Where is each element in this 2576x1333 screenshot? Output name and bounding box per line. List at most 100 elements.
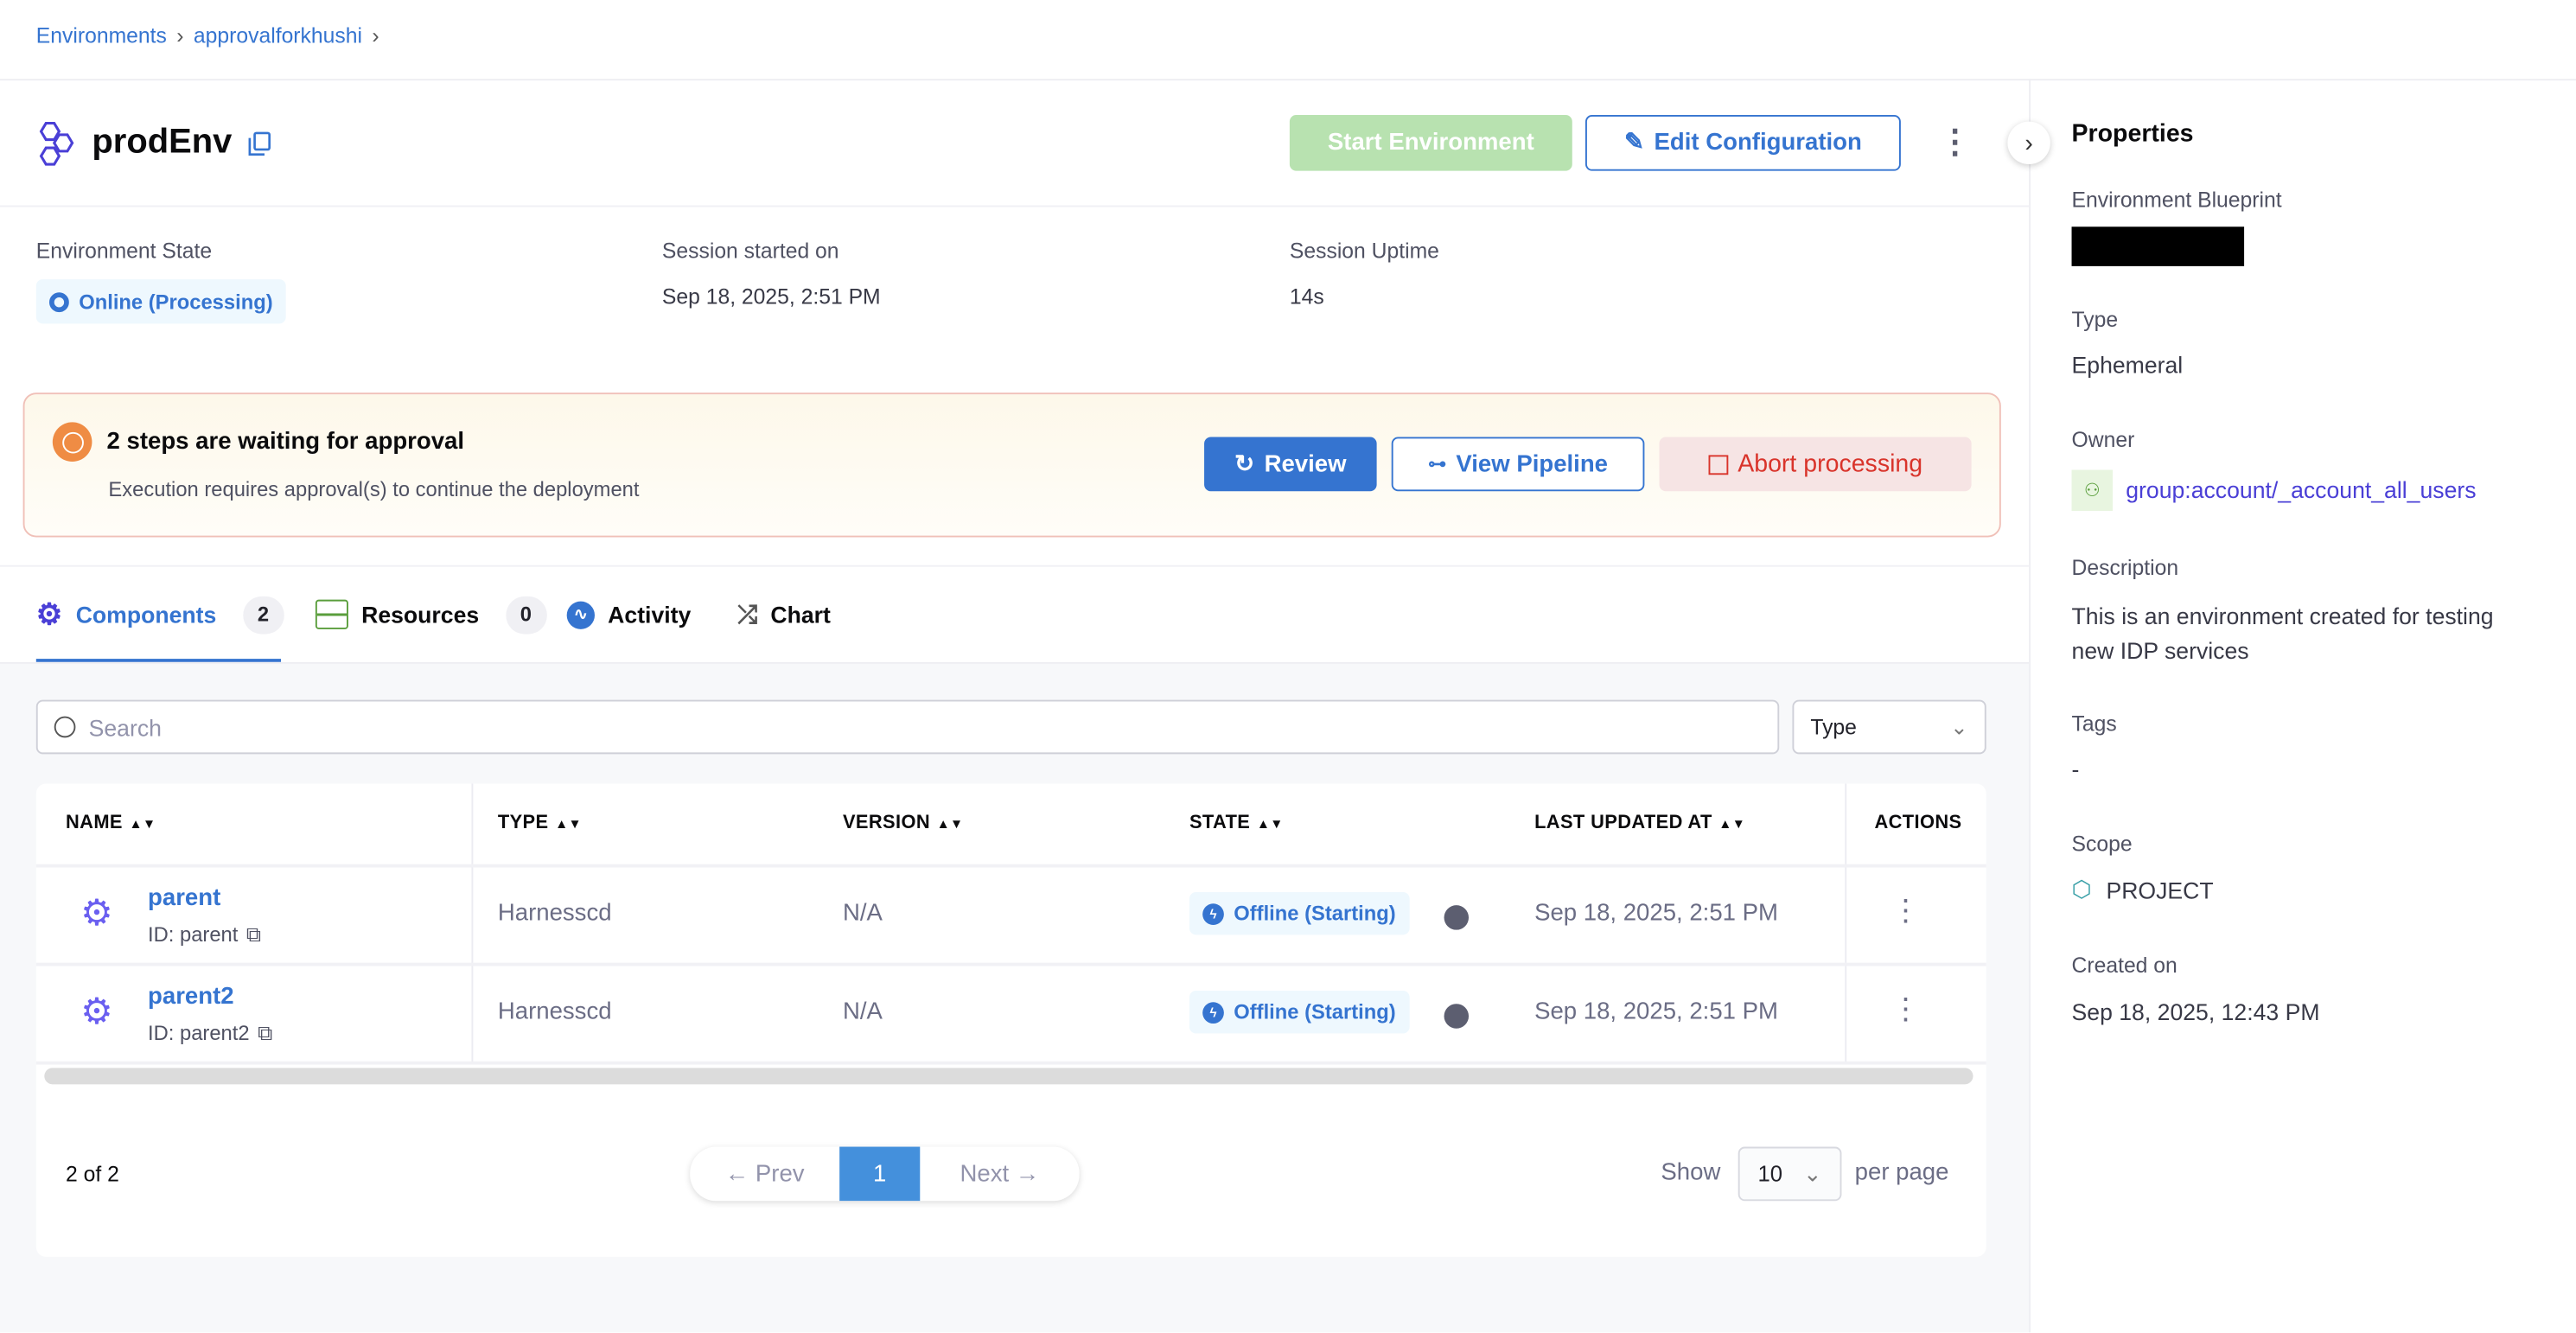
column-header-last-updated[interactable]: LAST UPDATED AT ▲▼ (1534, 813, 1746, 833)
row-actions-icon[interactable]: ⋮ (1891, 992, 1921, 1025)
component-state-badge: ϟ Offline (Starting) (1189, 891, 1409, 935)
description-value: This is an environment created for testi… (2071, 603, 2494, 664)
row-divider (35, 1061, 1986, 1065)
owner-label: Owner (2071, 427, 2135, 452)
type-filter-select[interactable]: Type ⌄ (1792, 699, 1986, 755)
gear-icon: ⚙ (35, 596, 63, 630)
component-last-updated: Sep 18, 2025, 2:51 PM (1534, 900, 1778, 927)
component-gear-icon: ⚙ (80, 891, 113, 934)
approval-banner-subtitle: Execution requires approval(s) to contin… (108, 478, 640, 501)
tab-components-label: Components (75, 601, 217, 628)
row-divider (35, 962, 1986, 966)
state-info-icon[interactable] (1444, 1004, 1470, 1029)
chevron-down-icon: ⌄ (1803, 1160, 1822, 1186)
cube-icon: ⬡ (2071, 875, 2092, 902)
copy-icon[interactable]: ⧉ (258, 1022, 273, 1045)
activity-icon: ∿ (566, 600, 595, 628)
per-page-label: per page (1854, 1159, 1949, 1187)
header-divider (0, 79, 2576, 81)
session-uptime-label: Session Uptime (1289, 238, 1439, 264)
blueprint-label: Environment Blueprint (2071, 187, 2282, 213)
column-header-type[interactable]: TYPE ▲▼ (497, 813, 582, 833)
review-button[interactable]: ↻ Review (1204, 437, 1377, 492)
component-type: Harnesscd (497, 900, 612, 927)
environment-state-label: Environment State (35, 238, 213, 264)
sort-icon: ▲▼ (936, 816, 964, 832)
session-started-value: Sep 18, 2025, 2:51 PM (661, 284, 881, 309)
environment-hexagon-icon (39, 122, 74, 166)
owner-link[interactable]: group:account/_account_all_users (2126, 476, 2477, 503)
pagination: ← Prev 1 Next → (690, 1146, 1080, 1202)
component-gear-icon: ⚙ (80, 991, 113, 1032)
state-info-icon[interactable] (1444, 905, 1470, 930)
chevron-right-icon: › (372, 22, 379, 48)
abort-processing-button[interactable]: Abort processing (1659, 437, 1972, 492)
arrow-right-icon: → (1015, 1160, 1040, 1188)
column-header-actions: ACTIONS (1874, 813, 1962, 833)
component-name-link[interactable]: parent2 (148, 984, 234, 1011)
clock-icon (52, 422, 92, 462)
view-pipeline-label: View Pipeline (1456, 450, 1609, 478)
edit-configuration-button[interactable]: ✎ Edit Configuration (1584, 115, 1901, 171)
sort-icon: ▲▼ (555, 816, 582, 832)
column-divider (471, 783, 474, 1063)
horizontal-scrollbar[interactable] (44, 1068, 1973, 1085)
search-placeholder: Search (88, 713, 162, 741)
environment-state-badge: Online (Processing) (35, 279, 286, 324)
breadcrumb-approvalforkhushi[interactable]: approvalforkhushi (193, 22, 362, 48)
abort-processing-label: Abort processing (1738, 450, 1923, 479)
column-header-version[interactable]: VERSION ▲▼ (842, 813, 964, 833)
group-icon: ⚇ (2071, 469, 2114, 512)
start-environment-label: Start Environment (1327, 130, 1534, 156)
chart-flow-icon: ⤮ (737, 600, 758, 628)
per-page-select[interactable]: 10 ⌄ (1738, 1146, 1842, 1202)
blueprint-redacted (2071, 226, 2245, 266)
sort-icon: ▲▼ (1718, 816, 1746, 832)
copy-icon[interactable]: ⧉ (245, 923, 261, 947)
component-name-link[interactable]: parent (148, 885, 221, 912)
chevron-down-icon: ⌄ (1950, 713, 1968, 739)
tab-activity[interactable]: ∿ Activity (566, 595, 692, 635)
tab-chart-label: Chart (770, 601, 831, 628)
environment-state-value: Online (Processing) (79, 290, 273, 314)
scope-label: Scope (2071, 831, 2133, 857)
next-page-button[interactable]: Next → (960, 1160, 1040, 1188)
active-tab-underline (35, 659, 281, 662)
sort-icon: ▲▼ (1256, 816, 1284, 832)
type-label: Type (2071, 307, 2119, 332)
component-id: ID: parent ⧉ (148, 923, 261, 947)
arrow-left-icon: ← (724, 1160, 749, 1188)
column-divider (1845, 783, 1847, 1063)
collapse-panel-button[interactable]: › (2007, 121, 2050, 165)
view-pipeline-button[interactable]: ⊶ View Pipeline (1391, 437, 1645, 492)
prev-page-button[interactable]: ← Prev (724, 1160, 805, 1188)
session-started-label: Session started on (661, 238, 839, 264)
copy-icon[interactable] (248, 131, 271, 156)
tab-resources-label: Resources (361, 601, 480, 628)
description-label: Description (2071, 555, 2179, 580)
lightning-icon: ϟ (1202, 1001, 1224, 1024)
search-input[interactable]: Search (35, 699, 1780, 755)
tags-label: Tags (2071, 711, 2117, 737)
sort-icon: ▲▼ (129, 816, 156, 832)
tab-activity-label: Activity (608, 601, 692, 628)
page-1-button[interactable]: 1 (839, 1146, 921, 1202)
search-icon (54, 716, 76, 738)
tab-chart[interactable]: ⤮ Chart (737, 595, 831, 635)
column-header-name[interactable]: NAME ▲▼ (66, 813, 156, 833)
more-options-icon[interactable]: ⋮ (1938, 124, 1972, 162)
session-uptime-value: 14s (1289, 284, 1324, 309)
type-value: Ephemeral (2071, 351, 2184, 379)
component-version: N/A (842, 900, 883, 927)
tab-resources[interactable]: Resources 0 (315, 595, 547, 635)
column-header-state[interactable]: STATE ▲▼ (1189, 813, 1284, 833)
tab-components[interactable]: ⚙ Components 2 (36, 595, 284, 635)
row-actions-icon[interactable]: ⋮ (1891, 893, 1921, 927)
server-icon (315, 599, 348, 629)
right-panel-border (2029, 79, 2031, 1333)
approval-banner-title: 2 steps are waiting for approval (106, 429, 465, 456)
start-environment-button[interactable]: Start Environment (1289, 115, 1572, 171)
breadcrumb-environments[interactable]: Environments (35, 22, 167, 48)
components-count-badge: 2 (242, 595, 284, 634)
breadcrumb: Environments › approvalforkhushi › (36, 23, 379, 48)
